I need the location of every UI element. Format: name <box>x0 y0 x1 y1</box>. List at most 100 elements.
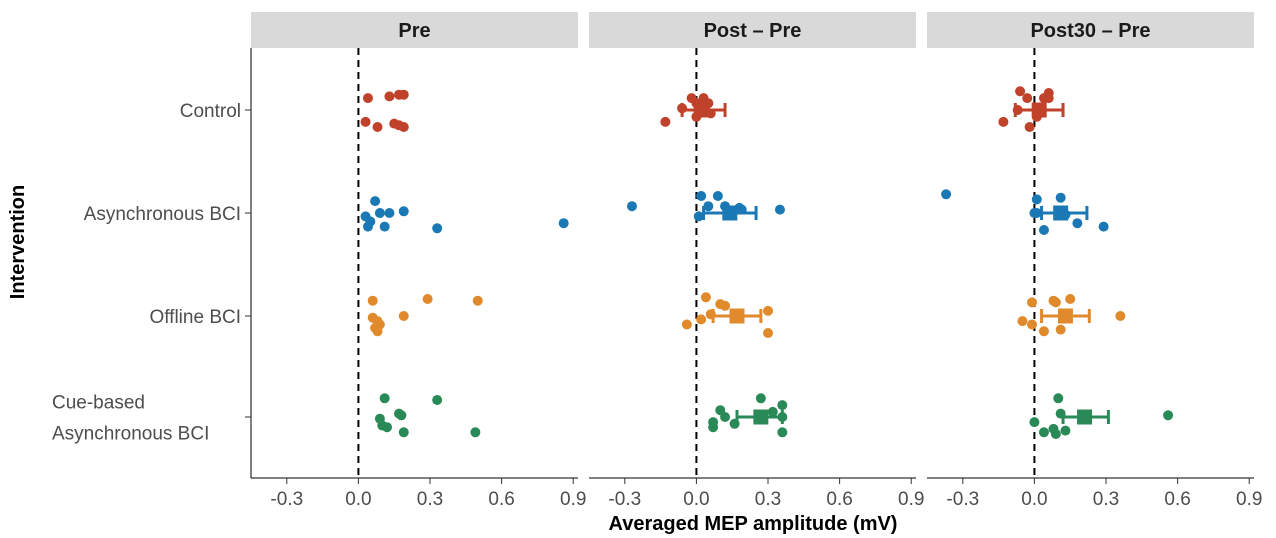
mean-marker <box>1053 205 1069 221</box>
data-point <box>763 328 774 338</box>
data-point <box>1031 208 1042 218</box>
data-point <box>374 208 385 218</box>
data-point <box>432 395 443 405</box>
data-point <box>362 93 373 104</box>
data-point <box>767 406 778 417</box>
y-category-label: Cue-based <box>52 393 145 414</box>
facet-2: Post30 – Pre -0.3 0.0 0.3 0.6 0.9 <box>927 12 1262 510</box>
facet-title: Post30 – Pre <box>1030 20 1150 42</box>
data-point <box>1038 225 1049 235</box>
y-category-label: Asynchronous BCI <box>84 204 241 225</box>
y-category-label: Control <box>180 101 241 122</box>
data-point <box>432 223 443 234</box>
mean-marker <box>1057 308 1073 324</box>
data-point <box>1163 410 1174 421</box>
data-point <box>1027 319 1038 330</box>
x-tick-label: 0.6 <box>826 489 852 510</box>
data-point <box>558 218 569 229</box>
data-point <box>422 294 433 304</box>
data-point <box>384 91 395 102</box>
data-point <box>398 206 409 217</box>
facet-title: Pre <box>398 20 430 42</box>
x-tick-label: 0.9 <box>898 489 924 510</box>
data-point <box>712 191 723 201</box>
data-point <box>382 422 393 433</box>
data-point <box>1065 294 1076 304</box>
data-point <box>720 300 731 311</box>
data-point <box>372 122 383 132</box>
mean-marker <box>693 102 709 118</box>
data-point <box>370 196 381 207</box>
data-point <box>1031 194 1042 205</box>
facet-strip <box>589 12 916 48</box>
data-point <box>703 201 714 212</box>
data-point <box>777 427 788 438</box>
data-point <box>700 292 711 303</box>
x-tick-label: 0.3 <box>1093 489 1119 510</box>
data-point <box>763 305 774 316</box>
facet-strip <box>927 12 1254 48</box>
facet-panels: Pre -0.3 0.0 0.3 0.6 0.9 Post – Pre -0.3 0.0 0.3 0… <box>250 12 1262 510</box>
data-point <box>696 314 707 325</box>
data-point <box>360 116 371 127</box>
data-point <box>777 400 788 411</box>
data-point <box>396 410 407 421</box>
data-point <box>398 311 409 321</box>
data-point <box>1115 311 1126 321</box>
x-tick-label: -0.3 <box>946 489 979 510</box>
data-point <box>1060 425 1071 436</box>
x-tick-label: 0.3 <box>417 489 443 510</box>
data-point <box>398 427 409 438</box>
data-point <box>708 422 719 433</box>
facet-strip <box>251 12 578 48</box>
data-point <box>362 221 373 232</box>
data-point <box>660 116 671 127</box>
data-point <box>1053 393 1064 404</box>
data-point <box>1098 221 1109 232</box>
mean-marker <box>753 409 769 425</box>
x-tick-label: -0.3 <box>270 489 303 510</box>
data-point <box>1072 218 1083 229</box>
data-point <box>1055 192 1066 203</box>
data-point <box>720 412 731 422</box>
data-point <box>681 319 692 330</box>
x-tick-label: 0.0 <box>1021 489 1047 510</box>
data-point <box>998 116 1009 127</box>
data-point <box>1015 86 1026 97</box>
data-point <box>384 208 395 218</box>
data-point <box>1029 417 1040 428</box>
data-point <box>1027 297 1038 308</box>
data-point <box>1022 93 1033 104</box>
data-point <box>941 189 952 200</box>
data-point <box>398 89 409 100</box>
facet-1: Post – Pre -0.3 0.0 0.3 0.6 0.9 <box>589 12 924 510</box>
y-axis-title: Intervention <box>7 185 29 299</box>
y-category-label: Offline BCI <box>149 307 241 328</box>
data-point <box>1055 324 1066 335</box>
data-point <box>1050 297 1061 308</box>
data-point <box>379 393 390 404</box>
mean-marker <box>1077 409 1093 425</box>
data-point <box>379 221 390 232</box>
x-axis-title: Averaged MEP amplitude (mV) <box>609 513 898 535</box>
x-tick-label: 0.0 <box>345 489 371 510</box>
x-tick-label: 0.6 <box>1164 489 1190 510</box>
mean-marker <box>722 205 738 221</box>
data-point <box>470 427 481 438</box>
data-point <box>755 393 766 404</box>
data-point <box>1043 93 1054 104</box>
data-point <box>774 204 785 215</box>
mean-marker <box>729 308 745 324</box>
mean-marker <box>1031 102 1047 118</box>
y-category-label: Asynchronous BCI <box>52 424 209 445</box>
data-point <box>367 295 378 306</box>
data-point <box>372 326 383 337</box>
data-point <box>472 295 483 306</box>
data-point <box>696 191 707 201</box>
data-point <box>398 122 409 132</box>
x-tick-label: 0.0 <box>683 489 709 510</box>
facet-0: Pre -0.3 0.0 0.3 0.6 0.9 <box>250 12 586 510</box>
x-tick-label: 0.9 <box>1236 489 1262 510</box>
data-point <box>1017 316 1028 327</box>
